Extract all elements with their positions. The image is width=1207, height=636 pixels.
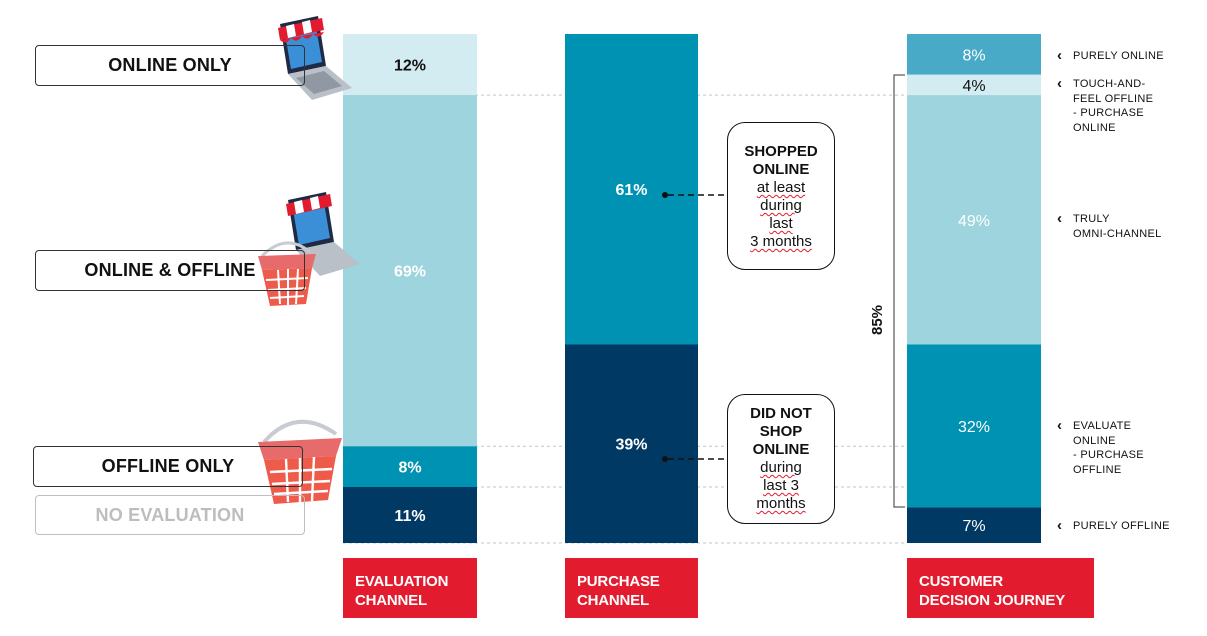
callout-line: during — [760, 459, 802, 476]
callout-shopped-online: SHOPPED ONLINE at least during last 3 mo… — [727, 122, 835, 270]
legend-offline-only: OFFLINE ONLY — [33, 446, 303, 487]
bar-segment — [343, 95, 477, 447]
label-truly-omni-channel: ‹ TRULY OMNI-CHANNEL — [1057, 210, 1162, 241]
bar-segment — [907, 344, 1041, 508]
caption-evaluation-channel: EVALUATION CHANNEL — [343, 558, 477, 618]
caption-line: CUSTOMER — [919, 573, 1003, 590]
bar-value-label: 11% — [394, 508, 425, 525]
chevron-left-icon: ‹ — [1057, 47, 1063, 64]
icons — [258, 16, 360, 504]
label-text: - PURCHASE — [1073, 449, 1144, 461]
bar-value-label: 7% — [962, 518, 985, 535]
bar-value-label: 8% — [962, 47, 985, 64]
basket-icon-small — [258, 241, 316, 306]
label-text: FEEL OFFLINE — [1073, 92, 1154, 105]
caption-purchase-channel: PURCHASE CHANNEL — [565, 558, 698, 618]
callout-connectors — [662, 192, 728, 462]
basket-icon — [258, 419, 342, 504]
bar-segment — [565, 34, 698, 345]
label-text: PURELY ONLINE — [1073, 50, 1164, 62]
label-purely-online: ‹ PURELY ONLINE — [1057, 47, 1164, 64]
bracket-label-85: 85% — [868, 304, 886, 336]
caption-line: CHANNEL — [355, 592, 427, 609]
label-text: PURELY OFFLINE — [1073, 520, 1170, 532]
bar-segment — [907, 74, 1041, 96]
label-text: ONLINE — [1073, 121, 1116, 134]
label-text: TRULY — [1073, 213, 1110, 225]
bars: 12% 69% 8% 11% 61% 39% 8% 4% 49% 32% 7% — [343, 34, 1041, 543]
label-touch-and-feel: ‹ TOUCH-AND- FEEL OFFLINE - PURCHASE ONL… — [1057, 75, 1154, 135]
connector-dot-did-not — [662, 456, 668, 462]
label-evaluate-online: ‹ EVALUATE ONLINE - PURCHASE OFFLINE — [1057, 417, 1144, 477]
label-text: EVALUATE — [1073, 420, 1132, 432]
callout-line: ONLINE — [752, 441, 810, 458]
callout-line: ONLINE — [752, 161, 810, 178]
callout-line: months — [756, 495, 806, 512]
caption-line: CHANNEL — [577, 592, 649, 609]
label-text: TOUCH-AND- — [1073, 78, 1146, 90]
label-purely-offline: ‹ PURELY OFFLINE — [1057, 517, 1170, 534]
callout-line: at least — [756, 179, 806, 196]
label-text: OFFLINE — [1073, 463, 1122, 476]
callout-line: SHOP — [759, 423, 803, 440]
legend-no-evaluation: NO EVALUATION — [35, 495, 305, 535]
bar-value-label: 61% — [615, 182, 647, 199]
bar-segment — [343, 34, 477, 96]
connector-dot-shopped — [662, 192, 668, 198]
chevron-left-icon: ‹ — [1057, 210, 1063, 227]
bar-value-label: 39% — [615, 437, 647, 454]
caption-customer-decision-journey: CUSTOMER DECISION JOURNEY — [907, 558, 1094, 618]
laptop-shop-icon — [278, 16, 352, 100]
label-text: ONLINE — [1073, 434, 1116, 447]
bar-segment — [343, 487, 477, 543]
bar-segment — [907, 95, 1041, 345]
callout-did-not-shop-online: DID NOT SHOP ONLINE during last 3 months — [727, 394, 835, 524]
caption-line: DECISION JOURNEY — [919, 592, 1065, 609]
bar-segment — [343, 446, 477, 488]
chevron-left-icon: ‹ — [1057, 417, 1063, 434]
bar-value-label: 49% — [958, 213, 990, 230]
bar-value-label: 12% — [394, 58, 426, 75]
laptop-basket-icon — [286, 192, 360, 276]
label-text: - PURCHASE — [1073, 107, 1144, 119]
bar-segment — [565, 344, 698, 543]
chevron-left-icon: ‹ — [1057, 75, 1063, 92]
bar-value-label: 8% — [398, 460, 421, 477]
bracket-85 — [893, 74, 905, 508]
caption-line: PURCHASE — [577, 573, 660, 590]
chevron-left-icon: ‹ — [1057, 517, 1063, 534]
callout-line: last — [769, 215, 793, 232]
legend-online-offline: ONLINE & OFFLINE — [35, 250, 305, 291]
callout-line: last 3 — [763, 477, 799, 494]
bar-value-label: 4% — [962, 78, 985, 95]
bar-value-label: 32% — [958, 419, 990, 436]
caption-line: EVALUATION — [355, 573, 449, 590]
bar-segment — [907, 507, 1041, 543]
callout-line: during — [760, 197, 802, 214]
bar-value-label: 69% — [394, 264, 426, 281]
callout-line: SHOPPED — [744, 143, 818, 160]
label-text: OMNI-CHANNEL — [1073, 227, 1162, 240]
callout-line: DID NOT — [750, 405, 812, 422]
bar-segment — [907, 34, 1041, 75]
legend-online-only: ONLINE ONLY — [35, 45, 305, 86]
callout-line: 3 months — [750, 233, 812, 250]
